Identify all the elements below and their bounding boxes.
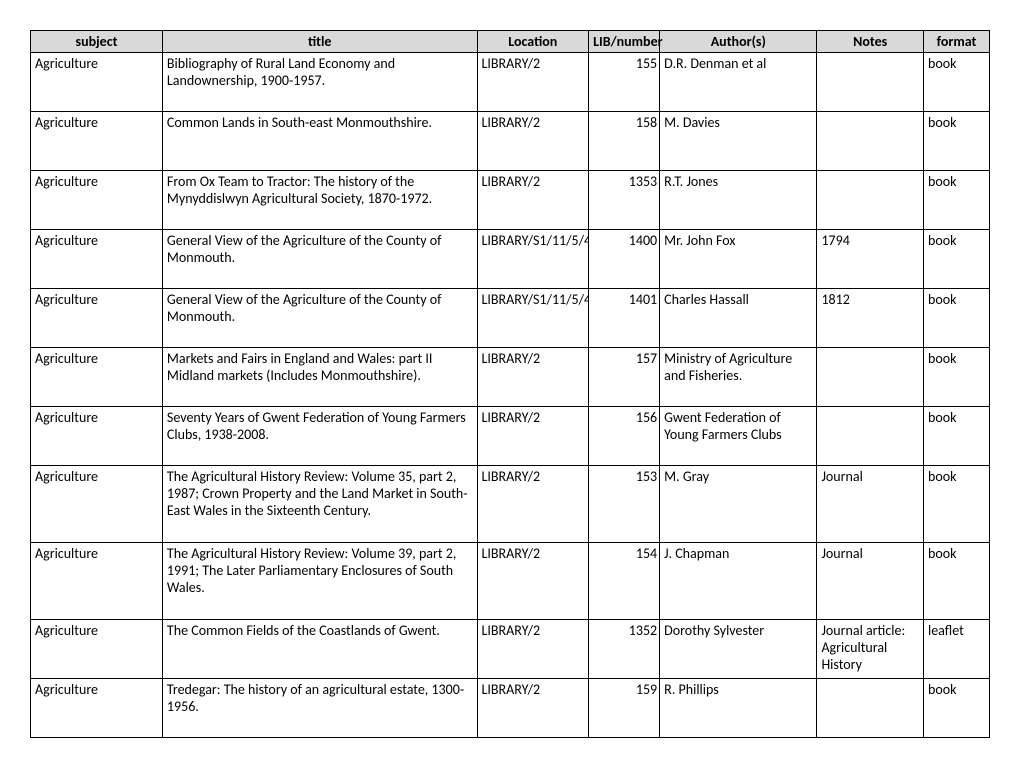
col-header-format: format [923,31,989,53]
cell-notes: Journal [817,466,924,543]
cell-location: LIBRARY/2 [477,171,589,230]
cell-location: LIBRARY/2 [477,348,589,407]
cell-title: Seventy Years of Gwent Federation of You… [162,407,477,466]
cell-subject: Agriculture [31,620,163,679]
cell-format: book [923,289,989,348]
cell-title: From Ox Team to Tractor: The history of … [162,171,477,230]
table-row: AgricultureGeneral View of the Agricultu… [31,289,990,348]
cell-author: Ministry of Agriculture and Fisheries. [660,348,817,407]
cell-title: Markets and Fairs in England and Wales: … [162,348,477,407]
cell-lib-number: 154 [589,543,660,620]
col-header-title: title [162,31,477,53]
cell-subject: Agriculture [31,466,163,543]
cell-location: LIBRARY/2 [477,543,589,620]
cell-location: LIBRARY/S1/11/5/4 [477,289,589,348]
cell-author: Mr. John Fox [660,230,817,289]
table-row: AgricultureCommon Lands in South-east Mo… [31,112,990,171]
library-catalog-table: subject title Location LIB/number Author… [30,30,990,738]
cell-author: R. Phillips [660,679,817,738]
cell-title: The Agricultural History Review: Volume … [162,466,477,543]
col-header-lib: LIB/number [589,31,660,53]
cell-lib-number: 1400 [589,230,660,289]
table-row: AgricultureFrom Ox Team to Tractor: The … [31,171,990,230]
cell-subject: Agriculture [31,112,163,171]
cell-format: book [923,171,989,230]
table-row: AgricultureMarkets and Fairs in England … [31,348,990,407]
cell-format: book [923,679,989,738]
cell-notes: Journal article: Agricultural History [817,620,924,679]
cell-title: General View of the Agriculture of the C… [162,230,477,289]
table-row: AgricultureTredegar: The history of an a… [31,679,990,738]
cell-location: LIBRARY/2 [477,679,589,738]
cell-format: book [923,53,989,112]
cell-subject: Agriculture [31,679,163,738]
cell-notes [817,679,924,738]
cell-format: book [923,348,989,407]
cell-location: LIBRARY/2 [477,53,589,112]
cell-subject: Agriculture [31,171,163,230]
cell-notes [817,53,924,112]
cell-notes: Journal [817,543,924,620]
table-row: AgricultureThe Agricultural History Revi… [31,543,990,620]
cell-author: M. Gray [660,466,817,543]
cell-format: book [923,407,989,466]
cell-location: LIBRARY/2 [477,407,589,466]
table-row: AgricultureBibliography of Rural Land Ec… [31,53,990,112]
table-body: AgricultureBibliography of Rural Land Ec… [31,53,990,738]
cell-title: The Common Fields of the Coastlands of G… [162,620,477,679]
cell-location: LIBRARY/2 [477,620,589,679]
cell-format: book [923,466,989,543]
cell-title: Tredegar: The history of an agricultural… [162,679,477,738]
cell-author: Dorothy Sylvester [660,620,817,679]
cell-lib-number: 157 [589,348,660,407]
table-header-row: subject title Location LIB/number Author… [31,31,990,53]
cell-location: LIBRARY/S1/11/5/4 [477,230,589,289]
cell-lib-number: 155 [589,53,660,112]
cell-author: Charles Hassall [660,289,817,348]
cell-author: J. Chapman [660,543,817,620]
col-header-author: Author(s) [660,31,817,53]
cell-subject: Agriculture [31,289,163,348]
cell-subject: Agriculture [31,230,163,289]
col-header-notes: Notes [817,31,924,53]
cell-title: Common Lands in South-east Monmouthshire… [162,112,477,171]
col-header-subject: subject [31,31,163,53]
cell-subject: Agriculture [31,543,163,620]
cell-title: General View of the Agriculture of the C… [162,289,477,348]
cell-notes: 1812 [817,289,924,348]
cell-author: M. Davies [660,112,817,171]
cell-title: Bibliography of Rural Land Economy and L… [162,53,477,112]
cell-lib-number: 1352 [589,620,660,679]
cell-notes [817,348,924,407]
cell-lib-number: 156 [589,407,660,466]
cell-location: LIBRARY/2 [477,466,589,543]
cell-lib-number: 158 [589,112,660,171]
cell-notes [817,112,924,171]
cell-subject: Agriculture [31,53,163,112]
cell-author: D.R. Denman et al [660,53,817,112]
cell-notes: 1794 [817,230,924,289]
cell-subject: Agriculture [31,348,163,407]
table-row: AgricultureThe Common Fields of the Coas… [31,620,990,679]
cell-author: R.T. Jones [660,171,817,230]
table-row: AgricultureGeneral View of the Agricultu… [31,230,990,289]
cell-location: LIBRARY/2 [477,112,589,171]
table-row: AgricultureSeventy Years of Gwent Federa… [31,407,990,466]
cell-notes [817,171,924,230]
cell-format: book [923,230,989,289]
cell-lib-number: 1401 [589,289,660,348]
cell-title: The Agricultural History Review: Volume … [162,543,477,620]
table-row: AgricultureThe Agricultural History Revi… [31,466,990,543]
cell-author: Gwent Federation of Young Farmers Clubs [660,407,817,466]
cell-subject: Agriculture [31,407,163,466]
cell-lib-number: 1353 [589,171,660,230]
cell-format: book [923,543,989,620]
cell-lib-number: 153 [589,466,660,543]
cell-notes [817,407,924,466]
cell-lib-number: 159 [589,679,660,738]
cell-format: book [923,112,989,171]
cell-format: leaflet [923,620,989,679]
col-header-location: Location [477,31,589,53]
